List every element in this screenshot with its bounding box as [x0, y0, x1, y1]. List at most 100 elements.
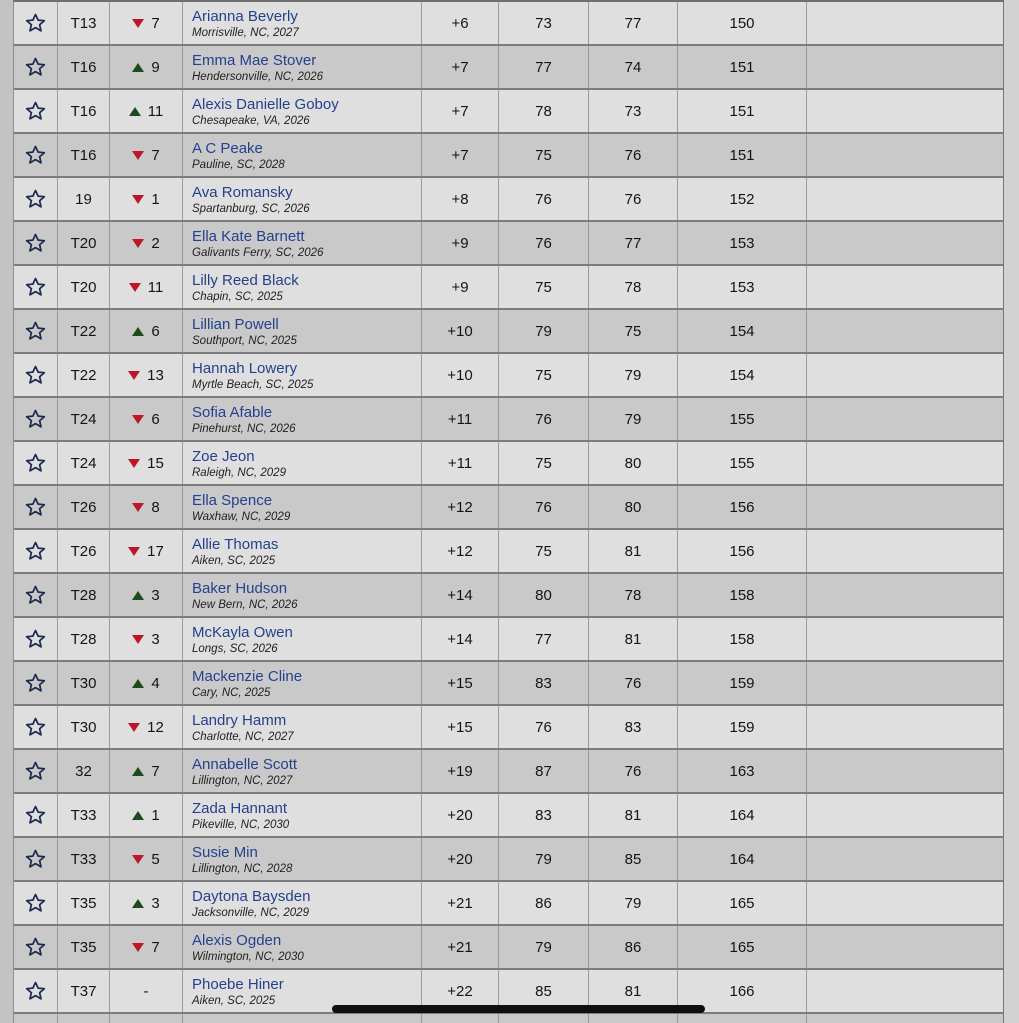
player-details: Waxhaw, NC, 2029 [192, 510, 291, 523]
star-icon[interactable] [24, 584, 47, 607]
round1-value: 87 [535, 762, 552, 780]
round1-cell: 75 [499, 354, 589, 396]
star-icon[interactable] [24, 188, 47, 211]
star-icon[interactable] [24, 320, 47, 343]
total-cell: 163 [678, 750, 807, 792]
favorite-cell [14, 750, 58, 792]
movement-arrow-icon [132, 194, 145, 204]
player-name-link[interactable]: Emma Mae Stover [192, 51, 317, 69]
round2-value: 78 [624, 278, 642, 296]
favorite-cell [14, 310, 58, 352]
player-name-link[interactable]: Zoe Jeon [192, 447, 255, 465]
round1-cell: 76 [499, 398, 589, 440]
movement-cell: 13 [110, 354, 183, 396]
star-icon[interactable] [24, 628, 47, 651]
position-cell: T24 [58, 442, 110, 484]
player-name-link[interactable]: Allie Thomas [192, 535, 279, 553]
round1-cell: 80 [499, 574, 589, 616]
position-value: T26 [70, 498, 97, 516]
star-icon[interactable] [24, 848, 47, 871]
round2-cell: 77 [589, 2, 678, 44]
total-cell: 159 [678, 706, 807, 748]
round1-value: 83 [535, 674, 552, 692]
player-name-link[interactable]: Ella Spence [192, 491, 273, 509]
round2-value: 77 [624, 14, 642, 32]
position-cell: T16 [58, 46, 110, 88]
movement-arrow-icon [132, 502, 145, 512]
position-cell [58, 1014, 110, 1023]
star-icon[interactable] [24, 408, 47, 431]
player-name-link[interactable]: Ella Kate Barnett [192, 227, 305, 245]
to-par-value: +21 [447, 894, 473, 912]
player-name-link[interactable]: Zada Hannant [192, 799, 288, 817]
player-name-link[interactable]: McKayla Owen [192, 623, 293, 641]
star-icon[interactable] [24, 804, 47, 827]
movement-cell [110, 1014, 183, 1023]
player-name-link[interactable]: Sofia Afable [192, 403, 273, 421]
player-name-link[interactable]: Lilly Reed Black [192, 271, 299, 289]
player-name-link[interactable]: Mackenzie Cline [192, 667, 303, 685]
star-icon[interactable] [24, 364, 47, 387]
table-row: T35 7 Alexis Ogden Wilmington, NC, 2030 … [14, 926, 1003, 970]
position-value: T24 [70, 410, 97, 428]
to-par-value: +10 [447, 366, 473, 384]
to-par-cell: +12 [422, 486, 499, 528]
movement-cell: 7 [110, 750, 183, 792]
player-name-link[interactable]: Alexis Danielle Goboy [192, 95, 339, 113]
player-name-link[interactable]: Daytona Baysden [192, 887, 311, 905]
round2-cell: 80 [589, 442, 678, 484]
movement-cell: 1 [110, 794, 183, 836]
star-icon[interactable] [24, 672, 47, 695]
player-name-link[interactable]: Hannah Lowery [192, 359, 298, 377]
total-value: 154 [729, 366, 755, 384]
round2-value: 73 [624, 102, 642, 120]
player-name-link[interactable]: Susie Min [192, 843, 258, 861]
star-icon[interactable] [24, 144, 47, 167]
to-par-cell: +9 [422, 222, 499, 264]
star-icon[interactable] [24, 100, 47, 123]
movement-arrow-icon [132, 678, 145, 688]
movement-arrow-icon [128, 282, 141, 292]
player-name-link[interactable]: Phoebe Hiner [192, 975, 284, 993]
player-name-link[interactable]: Lillian Powell [192, 315, 279, 333]
movement-value: 3 [151, 630, 160, 648]
player-name-link[interactable]: Annabelle Scott [192, 755, 298, 773]
horizontal-scrollbar[interactable] [332, 1005, 705, 1013]
star-icon[interactable] [24, 716, 47, 739]
player-name-link[interactable]: Alexis Ogden [192, 931, 282, 949]
player-name-link[interactable]: Baker Hudson [192, 579, 288, 597]
round1-cell: 83 [499, 662, 589, 704]
star-icon[interactable] [24, 276, 47, 299]
position-cell: T22 [58, 310, 110, 352]
player-name-link[interactable]: Arianna Beverly [192, 7, 298, 25]
star-icon[interactable] [24, 232, 47, 255]
favorite-cell [14, 266, 58, 308]
movement-value: 7 [151, 938, 160, 956]
position-value: T35 [70, 938, 97, 956]
star-icon[interactable] [24, 12, 47, 35]
player-name-link[interactable]: A C Peake [192, 139, 263, 157]
player-details: Raleigh, NC, 2029 [192, 466, 286, 479]
round2-value: 76 [624, 146, 642, 164]
round1-value: 73 [535, 14, 552, 32]
star-icon[interactable] [24, 56, 47, 79]
star-icon[interactable] [24, 540, 47, 563]
movement-cell: 4 [110, 662, 183, 704]
star-icon[interactable] [24, 980, 47, 1003]
favorite-cell [14, 530, 58, 572]
movement-cell: 7 [110, 134, 183, 176]
player-details: Chapin, SC, 2025 [192, 290, 283, 303]
star-icon[interactable] [24, 936, 47, 959]
total-cell: 155 [678, 442, 807, 484]
player-name-link[interactable]: Landry Hamm [192, 711, 287, 729]
star-icon[interactable] [24, 760, 47, 783]
total-value: 153 [729, 234, 755, 252]
movement-value: 7 [151, 146, 160, 164]
round2-cell: 81 [589, 530, 678, 572]
round2-value: 76 [624, 762, 642, 780]
star-icon[interactable] [24, 892, 47, 915]
star-icon[interactable] [24, 496, 47, 519]
player-name-link[interactable]: Ava Romansky [192, 183, 293, 201]
star-icon[interactable] [24, 452, 47, 475]
empty-cell [807, 926, 1003, 968]
